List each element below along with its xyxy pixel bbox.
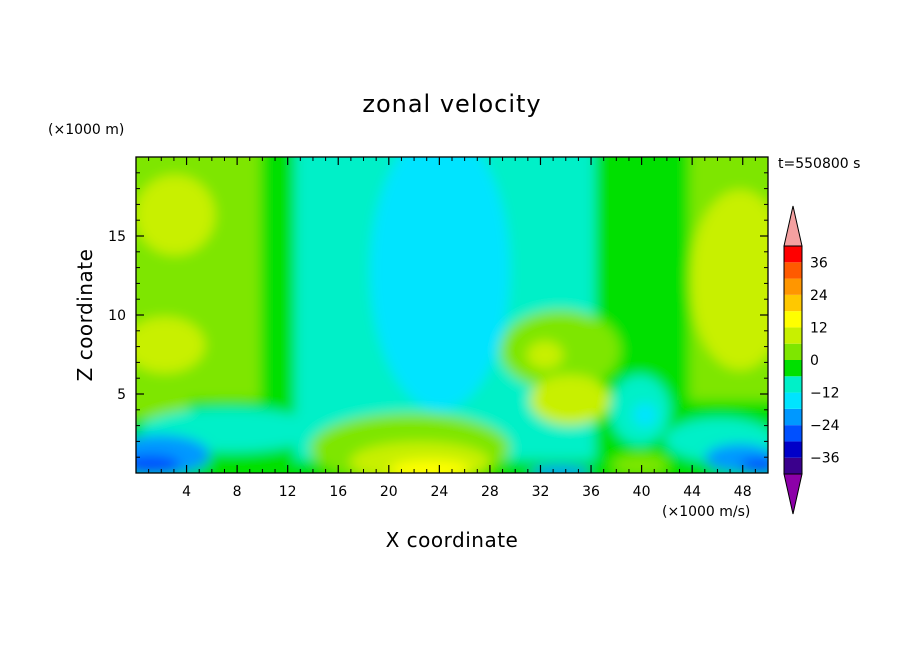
colorbar-tick-label: 24: [810, 288, 828, 304]
colorbar-segment: [784, 425, 802, 442]
colorbar-tick-label: −36: [810, 451, 840, 467]
colorbar-segment: [784, 278, 802, 295]
x-tick-label: 8: [233, 484, 242, 500]
x-tick-label: 24: [430, 484, 448, 500]
colorbar-frame: [783, 245, 803, 475]
chart-title: zonal velocity: [362, 90, 541, 118]
y-tick-label: 15: [108, 229, 126, 245]
colorbar-tick-label: 12: [810, 320, 828, 336]
x-tick-label: 16: [329, 484, 347, 500]
x-tick-label: 12: [279, 484, 297, 500]
colorbar-segment: [784, 343, 802, 360]
x-axis-title: X coordinate: [386, 528, 519, 552]
colorbar-segment: [784, 441, 802, 458]
y-tick-label: 5: [117, 387, 126, 403]
colorbar-segment: [784, 408, 802, 426]
colorbar-segment: [784, 376, 802, 393]
colorbar-segment: [784, 311, 802, 328]
x-tick-label: 44: [683, 484, 701, 500]
x-tick-label: 20: [380, 484, 398, 500]
colorbar-segment: [784, 457, 802, 474]
x-tick-label: 28: [481, 484, 499, 500]
y-unit-label: (×1000 m): [48, 122, 124, 138]
time-label: t=550800 s: [778, 156, 860, 172]
colorbar-tick-label: −12: [810, 386, 840, 402]
x-tick-label: 48: [734, 484, 752, 500]
x-unit-label: (×1000 m/s): [662, 504, 750, 520]
x-tick-label: 32: [532, 484, 550, 500]
colorbar-segment: [784, 246, 802, 263]
contour-field: [136, 157, 768, 473]
colorbar-segment: [784, 327, 802, 344]
x-tick-label: 36: [582, 484, 600, 500]
colorbar-segment: [784, 262, 802, 279]
x-tick-label: 40: [633, 484, 651, 500]
y-axis-title: Z coordinate: [73, 249, 97, 382]
y-tick-label: 10: [108, 308, 126, 324]
x-axis: 4 8 12 16 20 24 28 32 36 40 44 48: [148, 157, 756, 500]
colorbar-segment: [784, 360, 802, 377]
colorbar-tick-label: −24: [810, 418, 840, 434]
colorbar-tick-label: 36: [810, 255, 828, 271]
colorbar: 36 24 12 0 −12 −24 −36: [783, 205, 840, 515]
colorbar-segment: [784, 294, 802, 312]
colorbar-tick-label: 0: [810, 353, 819, 369]
colorbar-extend-low: [783, 473, 803, 515]
colorbar-segment: [784, 392, 802, 409]
colorbar-extend-high: [783, 205, 803, 247]
x-tick-label: 4: [182, 484, 191, 500]
y-axis: 5 10 15: [108, 172, 768, 458]
